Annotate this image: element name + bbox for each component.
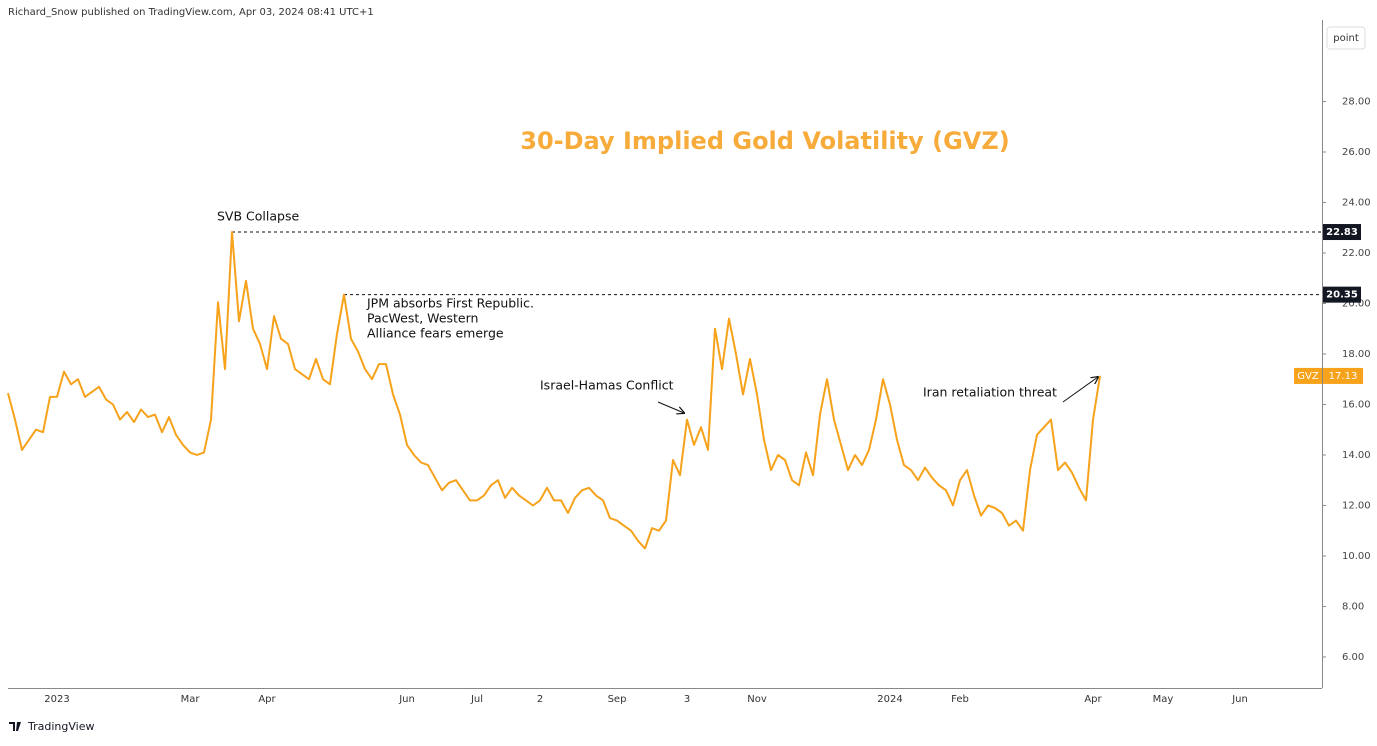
x-tick-label: Apr: [1084, 694, 1102, 705]
arrow: [1062, 377, 1098, 403]
point-button-label[interactable]: point: [1333, 33, 1359, 44]
level-tag: [1323, 224, 1361, 241]
header: Richard_Snow published on TradingView.co…: [8, 7, 374, 18]
y-tick-label: 28.00: [1342, 97, 1371, 108]
chart-title: 30-Day Implied Gold Volatility (GVZ): [520, 127, 1009, 155]
y-tick-label: 14.00: [1342, 450, 1371, 461]
x-tick-label: Jun: [1231, 694, 1248, 705]
y-tick-label: 20.00: [1342, 298, 1371, 309]
x-tick-label: Jul: [470, 694, 483, 705]
annotation: Israel-Hamas Conflict: [540, 378, 674, 393]
y-tick-label: 16.00: [1342, 399, 1371, 410]
y-tick-label: 18.00: [1342, 349, 1371, 360]
y-tick-label: 10.00: [1342, 551, 1371, 562]
x-tick-label: Nov: [747, 694, 767, 705]
level-tag: [1323, 286, 1361, 303]
x-tick-label: Feb: [951, 694, 969, 705]
last-value-tag: [1323, 367, 1363, 384]
y-tick-label: 6.00: [1342, 652, 1364, 663]
x-tick-label: May: [1153, 694, 1174, 705]
level-label: 20.35: [1326, 290, 1358, 301]
footer: TradingView: [27, 720, 94, 733]
y-tick-label: 22.00: [1342, 248, 1371, 259]
annotation: Iran retaliation threat: [923, 385, 1057, 400]
y-tick-label: 26.00: [1342, 147, 1371, 158]
x-tick-label: 2023: [44, 694, 69, 705]
line-series: [7, 231, 1101, 550]
footer-logo: TradingView: [9, 720, 94, 733]
x-tick-label: 2: [537, 694, 543, 705]
x-tick-label: Mar: [181, 694, 201, 705]
annotation: Alliance fears emerge: [367, 326, 504, 341]
series-name-tag: [1294, 367, 1322, 384]
x-tick-label: 3: [684, 694, 690, 705]
arrow: [657, 401, 684, 413]
x-tick-label: Sep: [608, 694, 627, 705]
y-tick-label: 12.00: [1342, 500, 1371, 511]
series-name: GVZ: [1297, 371, 1319, 382]
x-tick-label: Jun: [398, 694, 415, 705]
level-label: 22.83: [1326, 227, 1358, 238]
y-tick-label: 24.00: [1342, 197, 1371, 208]
annotation: JPM absorbs First Republic.: [366, 296, 534, 311]
point-button[interactable]: [1326, 26, 1366, 50]
x-tick-label: 2024: [877, 694, 902, 705]
annotation: SVB Collapse: [217, 209, 299, 224]
x-tick-label: Apr: [258, 694, 276, 705]
annotation: PacWest, Western: [367, 311, 478, 326]
y-tick-label: 8.00: [1342, 601, 1364, 612]
last-value-label: 17.13: [1329, 371, 1358, 382]
